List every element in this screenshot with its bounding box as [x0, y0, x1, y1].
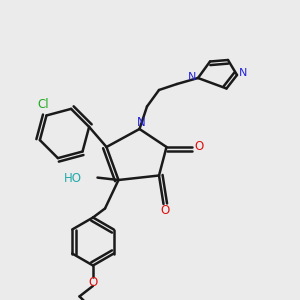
Text: Cl: Cl: [38, 98, 49, 111]
Text: O: O: [160, 204, 169, 217]
Text: O: O: [194, 140, 203, 154]
Text: N: N: [188, 71, 196, 82]
Text: HO: HO: [64, 172, 82, 185]
Text: O: O: [88, 276, 98, 289]
Text: N: N: [136, 116, 146, 129]
Text: N: N: [238, 68, 247, 79]
